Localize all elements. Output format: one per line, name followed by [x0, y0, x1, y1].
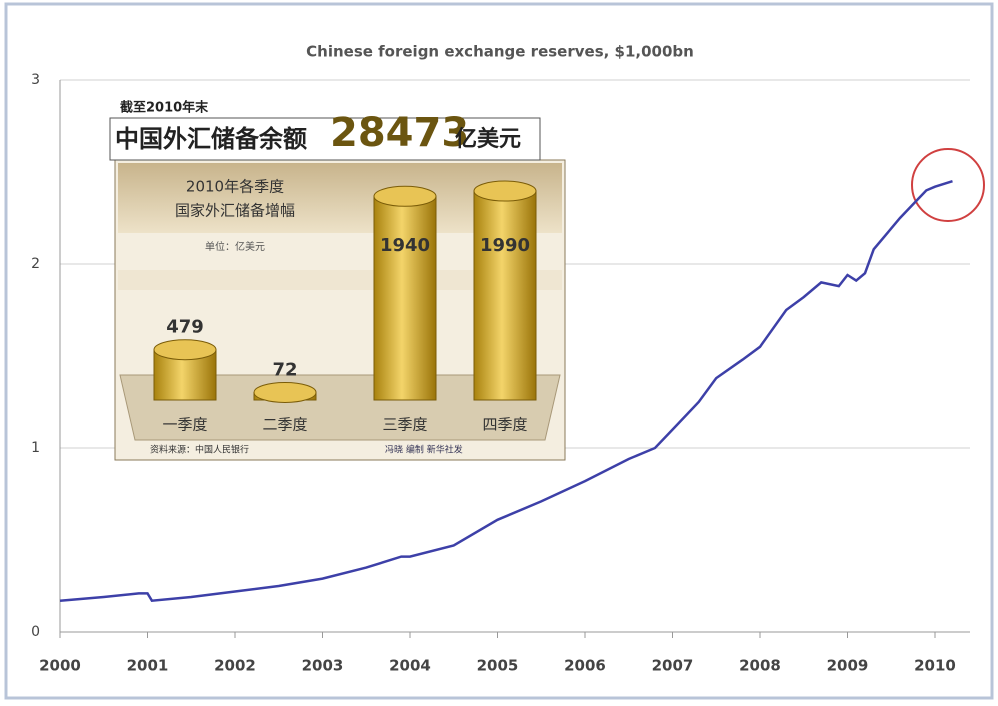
value-label: 479 [166, 317, 204, 338]
y-tick-label: 0 [31, 624, 40, 640]
date-label: 截至2010年末 [120, 100, 209, 116]
coin-top [253, 381, 317, 403]
y-tick-label: 3 [31, 72, 40, 88]
highlight-circle [911, 148, 985, 222]
unit-note: 单位：亿美元 [205, 240, 265, 253]
category-label: 一季度 [162, 416, 207, 434]
x-tick-label: 2005 [477, 657, 519, 675]
headline-box [109, 117, 541, 161]
headline: 中国外汇储备余额 [115, 125, 307, 153]
x-tick-label: 2004 [389, 657, 431, 675]
chart-title: Chinese foreign exchange reserves, $1,00… [306, 43, 694, 61]
total: 28473 [330, 110, 469, 156]
inset-subtitle: 国家外汇储备增幅 [175, 202, 295, 220]
inset: 截至2010年末 中国外汇储备余额 28473 亿美元 2010年各季度 国家外… [109, 100, 566, 461]
x-tick-label: 2007 [652, 657, 694, 675]
x-tick-label: 2003 [302, 657, 344, 675]
value-label: 72 [272, 359, 297, 380]
y-tick-label: 1 [31, 440, 40, 456]
x-tick-label: 2008 [739, 657, 781, 675]
category-label: 二季度 [262, 416, 307, 434]
coin-top [153, 339, 217, 361]
coin-stack [153, 349, 217, 401]
coin-top [473, 180, 537, 202]
inset-band [118, 270, 562, 290]
coin-stack [373, 195, 437, 401]
unit: 亿美元 [455, 126, 521, 152]
x-tick-label: 2009 [827, 657, 869, 675]
x-tick-label: 2006 [564, 657, 606, 675]
value-label: 1940 [380, 235, 430, 256]
coin-stack [473, 190, 537, 401]
y-tick-label: 2 [31, 256, 40, 272]
category-label: 三季度 [382, 416, 427, 434]
x-tick-label: 2002 [214, 657, 256, 675]
x-tick-label: 2010 [914, 657, 956, 675]
inset-subtitle: 2010年各季度 [186, 178, 284, 196]
source: 资料来源：中国人民银行 [150, 444, 249, 456]
credit: 冯晓 编制 新华社发 [385, 444, 463, 456]
data-line [59, 180, 953, 603]
x-tick-label: 2000 [39, 657, 81, 675]
category-label: 四季度 [482, 416, 527, 434]
value-label: 1990 [480, 235, 530, 256]
x-tick-label: 2001 [127, 657, 169, 675]
coin-top [373, 185, 437, 207]
